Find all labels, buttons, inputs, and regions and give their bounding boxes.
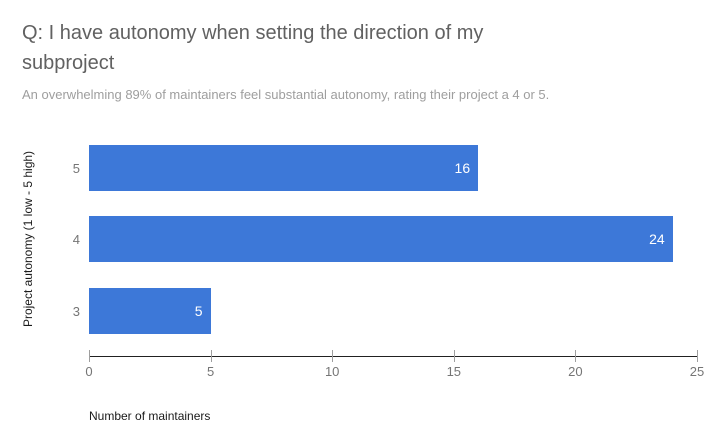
x-axis-tick bbox=[575, 350, 577, 362]
category-label: 3 bbox=[72, 303, 80, 319]
x-axis-line bbox=[89, 356, 698, 357]
category-label: 5 bbox=[72, 160, 80, 176]
bar: 5 bbox=[89, 288, 211, 334]
x-axis-tick-label: 10 bbox=[324, 364, 340, 379]
x-axis-tick bbox=[697, 350, 698, 362]
x-axis-tick-label: 20 bbox=[568, 364, 583, 379]
x-axis-tick-label: 15 bbox=[446, 364, 462, 379]
category-label: 4 bbox=[72, 231, 80, 247]
x-axis-title: Number of maintainers bbox=[89, 409, 211, 423]
bar: 24 bbox=[89, 216, 673, 262]
x-axis-tick bbox=[210, 350, 212, 362]
x-axis-tick-label: 0 bbox=[85, 364, 93, 379]
x-axis-tick bbox=[453, 350, 455, 362]
bar-value-label: 5 bbox=[194, 303, 203, 319]
chart-title: Q: I have autonomy when setting the dire… bbox=[22, 22, 484, 74]
bar-value-label: 16 bbox=[454, 160, 471, 176]
bar: 16 bbox=[89, 145, 479, 191]
bar-value-label: 24 bbox=[649, 231, 665, 247]
x-axis-tick-label: 25 bbox=[689, 364, 705, 379]
x-axis-tick bbox=[332, 350, 334, 362]
chart-subtitle: An overwhelming 89% of maintainers feel … bbox=[22, 87, 550, 102]
x-axis-tick bbox=[89, 350, 90, 362]
x-axis-tick-label: 5 bbox=[206, 364, 215, 379]
